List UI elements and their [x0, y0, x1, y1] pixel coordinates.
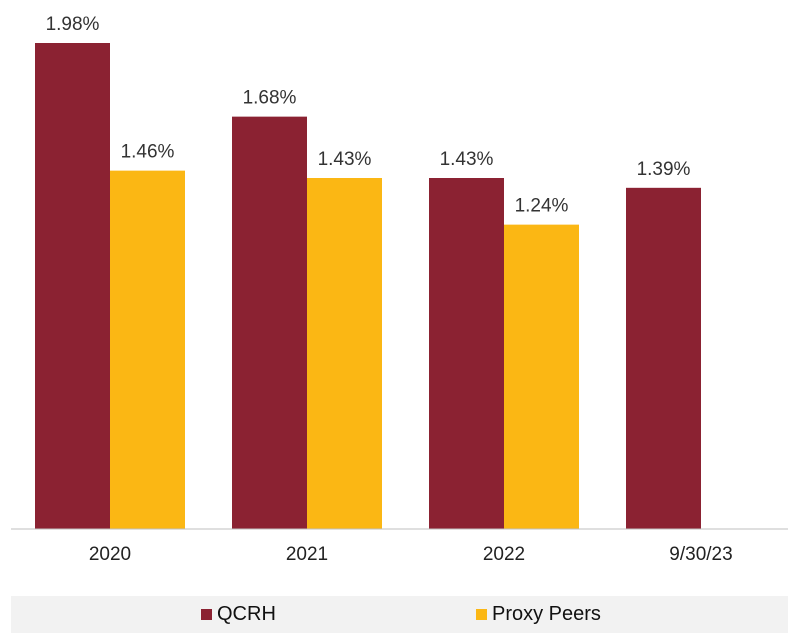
- x-tick-label-2020: 2020: [89, 544, 131, 565]
- bar-proxy-peers-2020: [110, 170, 185, 530]
- bars-group: [35, 43, 701, 530]
- data-label-qcrh-9-30-23: 1.39%: [637, 159, 691, 180]
- legend-entry-qcrh: QCRH: [201, 596, 276, 633]
- legend-label-qcrh: QCRH: [217, 603, 276, 625]
- legend-label-proxy-peers: Proxy Peers: [492, 603, 601, 625]
- x-tick-labels-group: 2020 2021 2022 9/30/23: [89, 544, 733, 565]
- data-labels-group: 1.98% 1.46% 1.68% 1.43% 1.43% 1.24% 1.39%: [46, 14, 691, 217]
- data-label-qcrh-2021: 1.68%: [243, 88, 297, 109]
- data-label-qcrh-2022: 1.43%: [440, 149, 494, 170]
- bar-proxy-peers-2021: [307, 178, 382, 529]
- data-label-proxy-peers-2022: 1.24%: [515, 196, 569, 217]
- data-label-proxy-peers-2021: 1.43%: [318, 149, 372, 170]
- legend-entry-proxy-peers: Proxy Peers: [476, 596, 601, 633]
- data-label-proxy-peers-2020: 1.46%: [121, 142, 175, 163]
- legend: QCRH Proxy Peers: [11, 596, 788, 633]
- legend-swatch-qcrh: [201, 609, 212, 620]
- data-label-qcrh-2020: 1.98%: [46, 14, 100, 35]
- x-tick-label-2021: 2021: [286, 544, 328, 565]
- legend-swatch-proxy-peers: [476, 609, 487, 620]
- x-tick-label-9-30-23: 9/30/23: [669, 544, 732, 565]
- bar-qcrh-2022: [429, 178, 504, 529]
- bar-qcrh-2020: [35, 43, 110, 529]
- bar-proxy-peers-2022: [504, 224, 579, 530]
- bar-qcrh-2021: [232, 116, 307, 530]
- bar-qcrh-9-30-23: [626, 187, 701, 529]
- bar-chart: 1.98% 1.46% 1.68% 1.43% 1.43% 1.24% 1.39% 2020…: [11, 14, 788, 565]
- x-tick-label-2022: 2022: [483, 544, 525, 565]
